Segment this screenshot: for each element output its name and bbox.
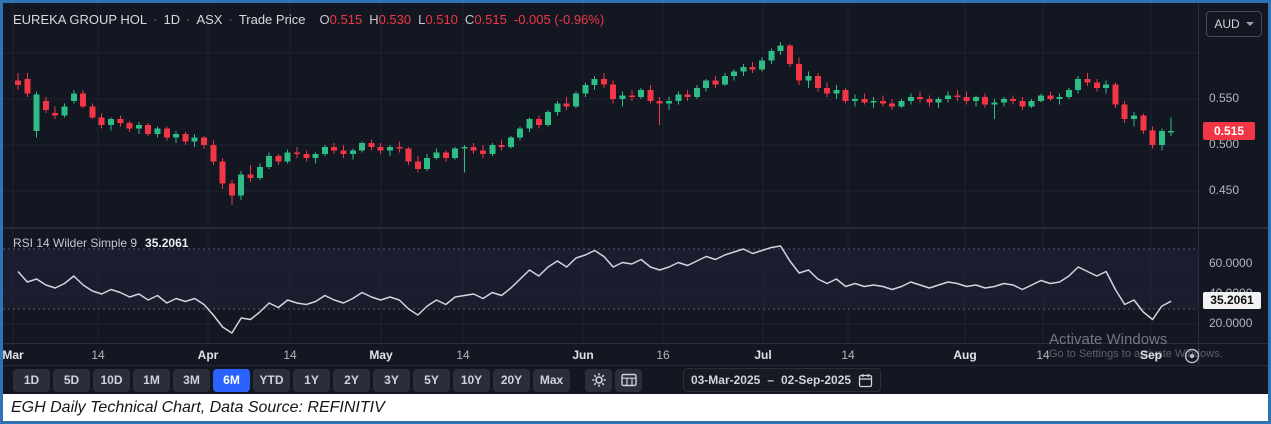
- range-button-1d[interactable]: 1D: [13, 368, 50, 392]
- range-button-5y[interactable]: 5Y: [413, 368, 450, 392]
- rsi-axis-label: 60.0000: [1209, 256, 1253, 270]
- settings-button[interactable]: [585, 368, 612, 392]
- time-axis-tick: Jul: [754, 348, 772, 362]
- time-axis-tick: 14: [1036, 348, 1050, 362]
- time-axis-tick: Jun: [572, 348, 594, 362]
- range-button-5d[interactable]: 5D: [53, 368, 90, 392]
- rsi-axis-label: 20.0000: [1209, 316, 1253, 330]
- legend-separator: ·: [228, 12, 233, 27]
- price-axis-label: 0.500: [1209, 137, 1240, 151]
- range-button-10d[interactable]: 10D: [93, 368, 130, 392]
- time-axis-tick: Mar: [3, 348, 24, 362]
- range-buttons-group: 1D 5D 10D 1M 3M 6M YTD 1Y 2Y 3Y 5Y 10Y 20Y Max: [13, 368, 570, 392]
- bottom-toolbar: 1D 5D 10D 1M 3M 6M YTD 1Y 2Y 3Y 5Y 10Y 20Y Max 03-Mar…: [3, 365, 1268, 394]
- date-from: 03-Mar-2025: [690, 373, 761, 387]
- pane-divider: [3, 227, 1268, 229]
- time-axis-divider: [3, 343, 1268, 344]
- chart-legend: EUREKA GROUP HOL · 1D · ASX · Trade Pric…: [13, 12, 604, 27]
- legend-separator: ·: [186, 12, 191, 27]
- time-axis-tick: Aug: [953, 348, 977, 362]
- range-button-20y[interactable]: 20Y: [493, 368, 530, 392]
- rsi-indicator-legend: RSI 14 Wilder Simple 9 35.2061: [13, 236, 188, 250]
- currency-label: AUD: [1214, 17, 1240, 31]
- change-value: -0.005 (-0.96%): [513, 12, 605, 27]
- caption-text: EGH Daily Technical Chart, Data Source: …: [11, 398, 385, 416]
- time-axis-tick: 14: [456, 348, 470, 362]
- price-axis-label: 0.550: [1209, 91, 1240, 105]
- interval-label: 1D: [163, 12, 181, 27]
- range-button-1y[interactable]: 1Y: [293, 368, 330, 392]
- time-axis-tick: May: [369, 348, 393, 362]
- open-value: 0.515: [329, 12, 363, 27]
- close-value: 0.515: [474, 12, 507, 27]
- gear-icon: [591, 373, 606, 387]
- figure-caption: EGH Daily Technical Chart, Data Source: …: [3, 394, 1268, 421]
- time-axis-tick: 14: [283, 348, 297, 362]
- range-button-10y[interactable]: 10Y: [453, 368, 490, 392]
- price-chart-canvas[interactable]: [3, 3, 1198, 227]
- range-button-1m[interactable]: 1M: [133, 368, 170, 392]
- date-range-picker[interactable]: 03-Mar-2025 – 02-Sep-2025: [683, 368, 881, 392]
- scroll-to-latest-icon[interactable]: [1181, 346, 1203, 365]
- legend-separator: ·: [153, 12, 158, 27]
- layout-grid-button[interactable]: [615, 368, 642, 392]
- chart-body: EUREKA GROUP HOL · 1D · ASX · Trade Pric…: [3, 3, 1268, 365]
- low-value: 0.510: [425, 12, 458, 27]
- series-type-label: Trade Price: [238, 12, 306, 27]
- rsi-chart-canvas[interactable]: [3, 230, 1198, 343]
- time-axis-tick: 14: [841, 348, 855, 362]
- range-button-3m[interactable]: 3M: [173, 368, 210, 392]
- calendar-icon: [858, 373, 873, 387]
- time-axis-tick: Sep: [1139, 348, 1163, 362]
- range-button-3y[interactable]: 3Y: [373, 368, 410, 392]
- range-button-ytd[interactable]: YTD: [253, 368, 290, 392]
- date-to: 02-Sep-2025: [781, 373, 852, 387]
- rsi-value-badge: 35.2061: [1203, 292, 1261, 310]
- symbol-name: EUREKA GROUP HOL: [13, 12, 148, 27]
- currency-selector-button[interactable]: AUD: [1206, 11, 1262, 37]
- ohlc-values: O0.515 H0.530 L0.510 C0.515 -0.005 (-0.9…: [319, 12, 605, 27]
- range-button-2y[interactable]: 2Y: [333, 368, 370, 392]
- chevron-down-icon: [1245, 22, 1254, 26]
- exchange-label: ASX: [196, 12, 223, 27]
- time-axis-tick: 14: [91, 348, 105, 362]
- date-range-separator: –: [767, 373, 774, 387]
- rsi-current-value: 35.2061: [145, 236, 189, 250]
- last-price-badge: 0.515: [1203, 122, 1255, 141]
- time-axis-tick: Apr: [197, 348, 219, 362]
- range-button-max[interactable]: Max: [533, 368, 570, 392]
- time-axis-tick: 16: [656, 348, 670, 362]
- grid-panel-icon: [620, 373, 637, 387]
- price-axis-label: 0.450: [1209, 183, 1240, 197]
- price-axis-column: AUD 0.5500.5000.4500.51560.000040.000020…: [1198, 3, 1268, 365]
- high-value: 0.530: [378, 12, 412, 27]
- range-button-6m[interactable]: 6M: [213, 368, 250, 392]
- rsi-name: RSI 14 Wilder Simple 9: [13, 236, 138, 250]
